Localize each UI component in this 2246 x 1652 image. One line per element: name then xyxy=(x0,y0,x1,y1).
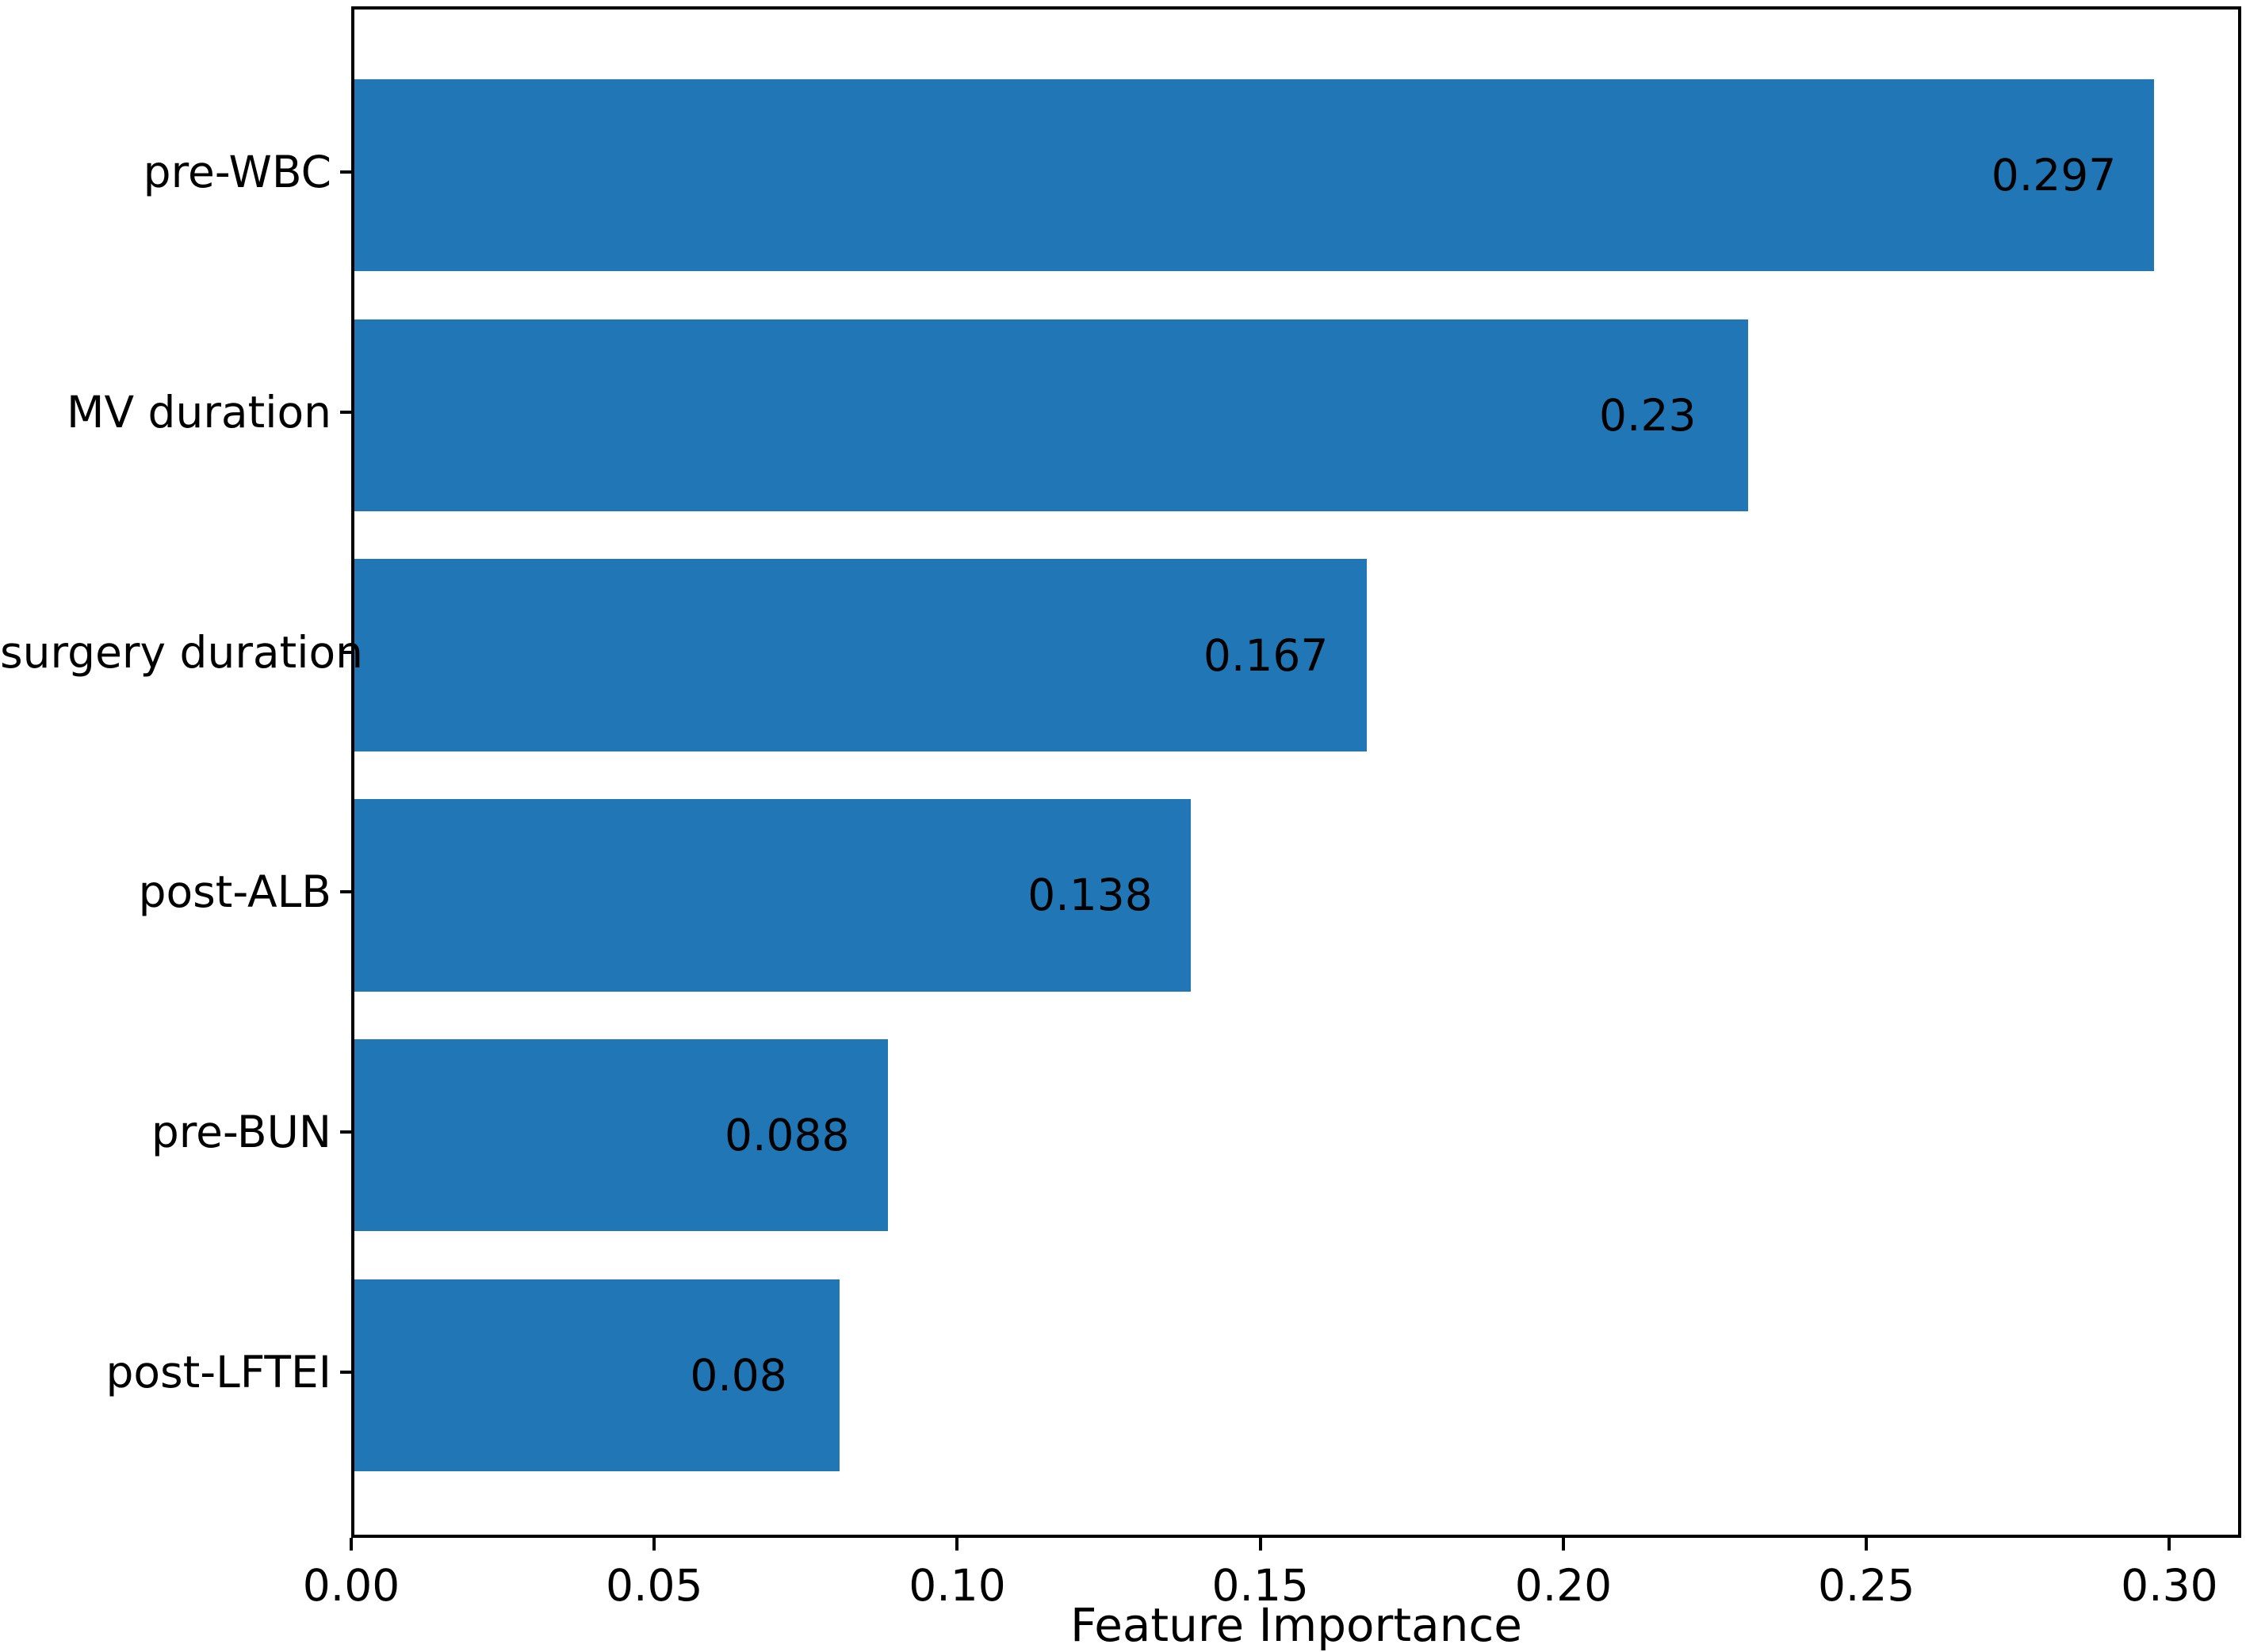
plot-area: 0.297 0.23 0.167 0.138 0.088 0.08 xyxy=(351,6,2241,1538)
x-axis-tick xyxy=(1561,1538,1565,1551)
category-label-post-lftei: post-LFTEI xyxy=(105,1347,331,1398)
bar-value-label: 0.23 xyxy=(1599,389,1697,441)
category-label-pre-wbc: pre-WBC xyxy=(143,146,331,197)
category-label-pre-bun: pre-BUN xyxy=(151,1107,331,1158)
y-axis-tick xyxy=(340,890,351,894)
x-axis-tick xyxy=(652,1538,656,1551)
bar-value-label: 0.167 xyxy=(1203,629,1329,681)
bar-mv-duration xyxy=(354,319,1749,511)
y-axis-tick xyxy=(340,650,351,654)
y-axis-tick xyxy=(340,1130,351,1134)
x-axis-tick xyxy=(1865,1538,1869,1551)
bar-pre-wbc xyxy=(354,78,2155,272)
x-tick-label: 0.20 xyxy=(1514,1560,1613,1611)
x-tick-label: 0.05 xyxy=(606,1560,703,1611)
bar-surgery-duration xyxy=(354,559,1367,751)
y-axis-tick xyxy=(340,1371,351,1375)
x-tick-label: 0.10 xyxy=(909,1560,1006,1611)
x-axis-tick xyxy=(2168,1538,2171,1551)
x-axis-tick xyxy=(955,1538,959,1551)
x-axis-tick xyxy=(1258,1538,1262,1551)
bar-post-alb xyxy=(354,799,1191,992)
x-axis-tick xyxy=(350,1538,353,1551)
x-tick-label: 0.30 xyxy=(2121,1560,2218,1611)
bar-pre-bun xyxy=(354,1039,888,1232)
x-tick-label: 0.15 xyxy=(1211,1560,1309,1611)
category-label-mv-duration: MV duration xyxy=(66,386,331,438)
y-axis-tick xyxy=(340,410,351,414)
x-tick-label: 0.00 xyxy=(302,1560,400,1611)
bar-value-label: 0.297 xyxy=(1991,149,2117,201)
category-label-post-alb: post-ALB xyxy=(138,866,331,918)
y-axis-tick xyxy=(340,170,351,174)
x-axis-title: Feature Importance xyxy=(1070,1598,1522,1652)
bar-value-label: 0.138 xyxy=(1027,870,1153,921)
x-tick-label: 0.25 xyxy=(1817,1560,1915,1611)
bar-value-label: 0.088 xyxy=(724,1110,850,1161)
bar-post-lftei xyxy=(354,1279,840,1472)
category-label-surgery-duration: surgery duration xyxy=(0,626,363,678)
bar-value-label: 0.08 xyxy=(690,1350,787,1402)
